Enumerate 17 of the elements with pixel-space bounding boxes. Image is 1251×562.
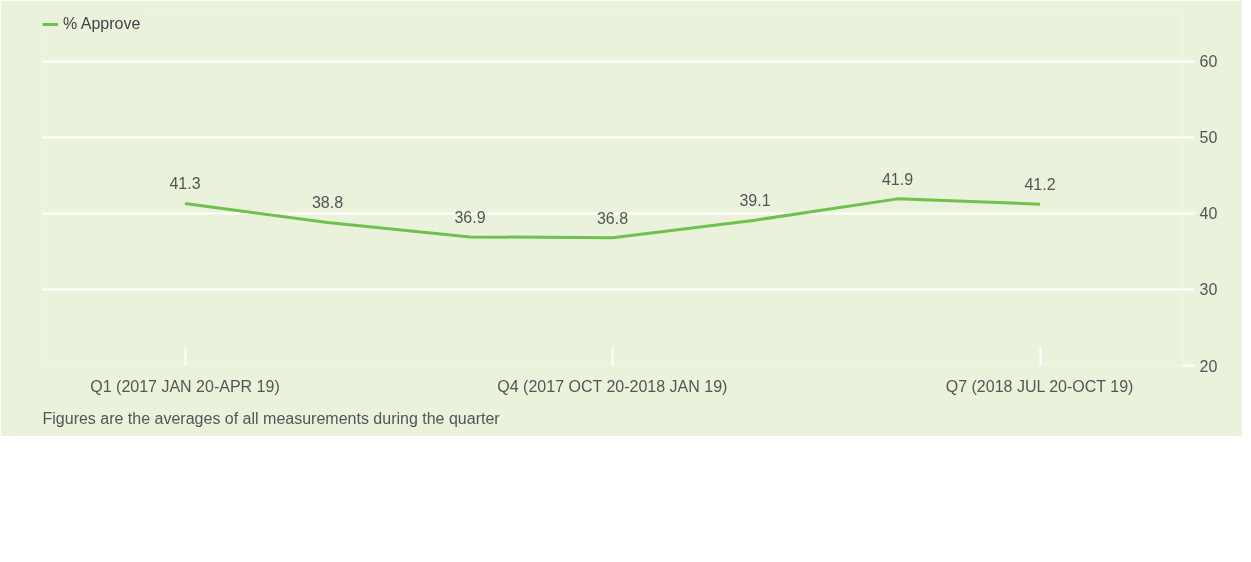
y-tick-label: 60	[1199, 53, 1218, 71]
x-tick-label: Q7 (2018 JUL 20-OCT 19)	[945, 377, 1134, 395]
data-label: 41.9	[881, 170, 914, 188]
y-tick-label: 30	[1199, 281, 1218, 299]
data-label: 39.1	[739, 192, 771, 210]
legend-label: % Approve	[63, 15, 141, 33]
x-tick-label: Q1 (2017 JAN 20-APR 19)	[90, 377, 280, 395]
y-tick-label: 20	[1199, 357, 1218, 375]
text: Figures are the averages of all measurements during the quarter	[42, 409, 501, 427]
data-label: 41.2	[1024, 176, 1056, 194]
data-label: 36.9	[454, 208, 486, 226]
data-label: 36.8	[596, 209, 629, 227]
y-tick-label: 50	[1199, 129, 1218, 147]
y-tick-label: 40	[1199, 205, 1218, 223]
x-tick-label: Q4 (2017 OCT 20-2018 JAN 19)	[497, 377, 728, 395]
data-label: 41.3	[169, 175, 201, 193]
data-label: 38.8	[311, 194, 344, 212]
